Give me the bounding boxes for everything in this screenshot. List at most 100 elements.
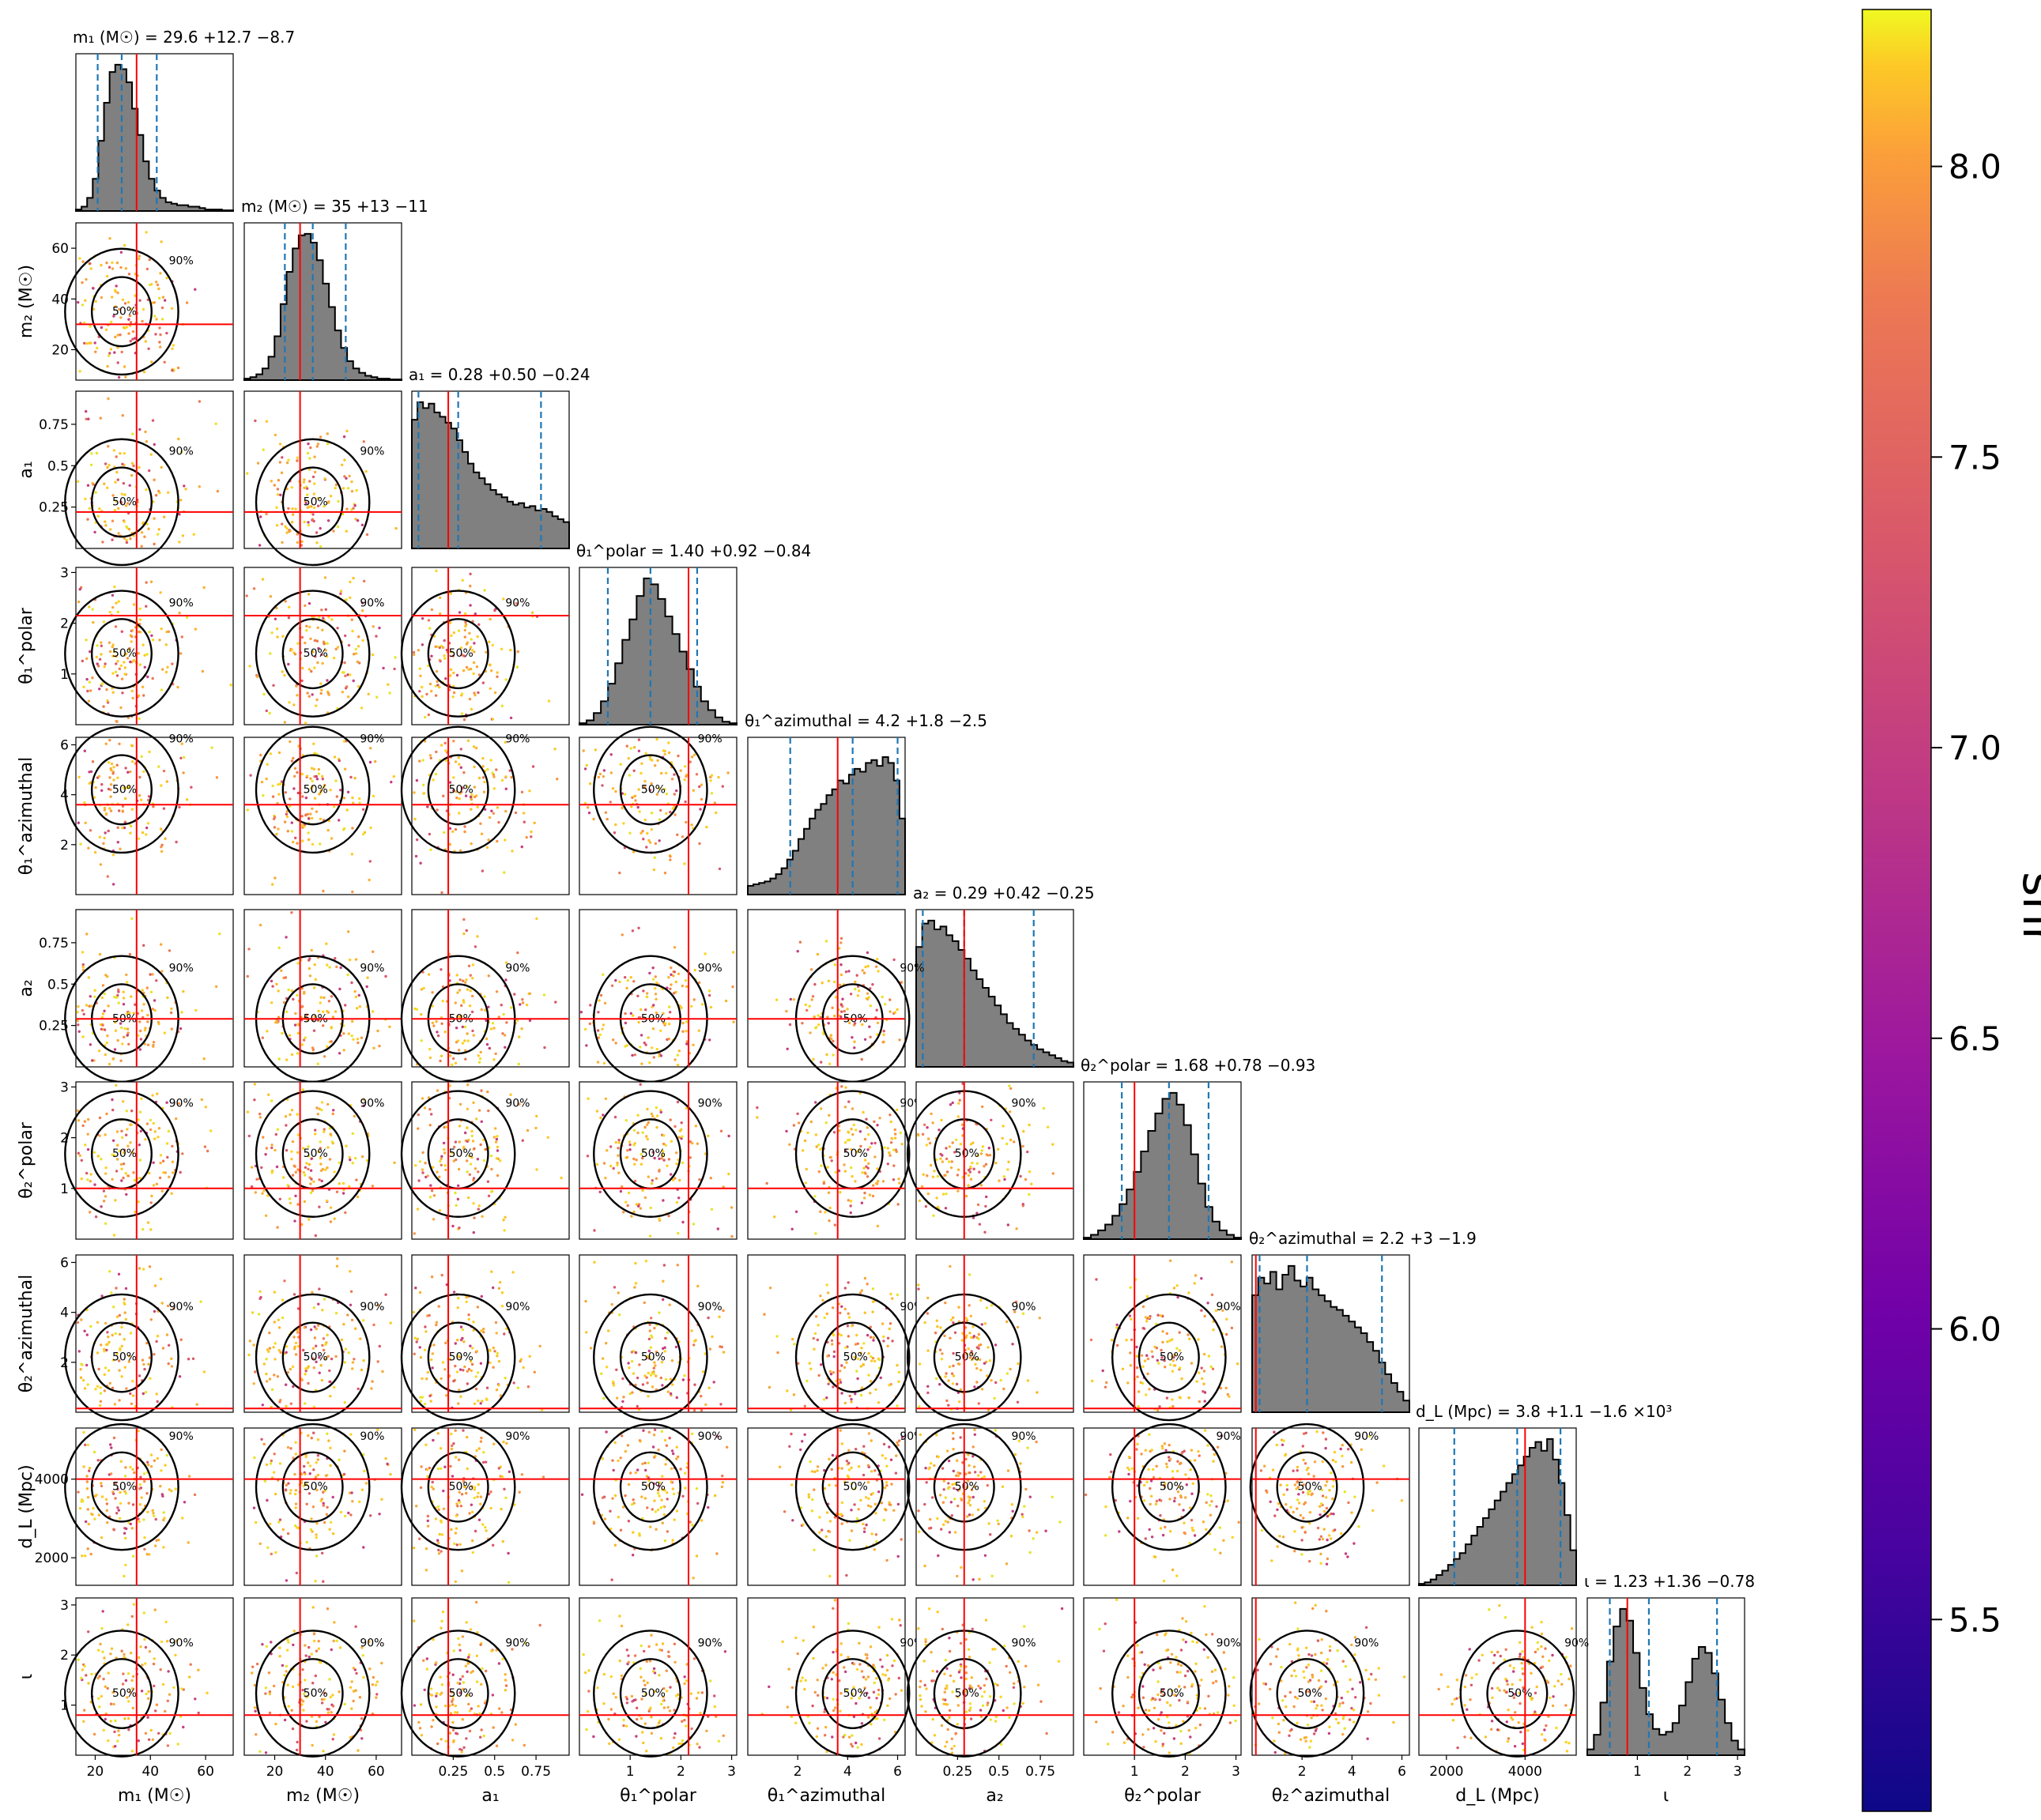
sample-point (278, 443, 282, 446)
sample-point (491, 771, 494, 774)
sample-point (604, 1176, 607, 1180)
sample-point (464, 981, 467, 984)
sample-point (833, 963, 836, 967)
sample-point (420, 988, 424, 991)
sample-point (457, 1297, 460, 1300)
sample-point (87, 699, 91, 703)
sample-point (612, 1380, 615, 1384)
sample-point (290, 989, 294, 993)
sample-point (134, 1003, 137, 1006)
sample-point (85, 1487, 89, 1490)
scatter-frame (75, 390, 234, 549)
sample-point (160, 318, 164, 321)
sample-point (430, 654, 433, 658)
sample-point (311, 693, 314, 696)
sample-point (860, 1057, 863, 1061)
sample-point (86, 1132, 89, 1136)
sample-point (183, 484, 186, 488)
sample-point (113, 1403, 117, 1406)
sample-point (107, 829, 110, 833)
sample-point (300, 815, 304, 818)
sample-point (414, 1164, 417, 1167)
sample-point (348, 1185, 351, 1189)
sample-point (673, 1177, 677, 1180)
sample-point (100, 653, 103, 656)
sample-point (698, 842, 701, 846)
sample-point (330, 1140, 334, 1144)
sample-point (319, 1156, 323, 1159)
sample-point (627, 1191, 631, 1195)
sample-point (315, 1536, 318, 1539)
sample-point (495, 1332, 498, 1335)
sample-point (468, 1004, 472, 1008)
sample-point (538, 1344, 541, 1348)
sample-point (502, 1219, 505, 1222)
scatter-panel-a2-t2a: 90%50% (906, 1254, 1074, 1422)
sample-point (505, 1021, 508, 1024)
sample-point (296, 993, 299, 997)
sample-point (109, 528, 112, 531)
sample-point (586, 1155, 590, 1158)
sample-point (316, 661, 319, 665)
sample-point (326, 1102, 330, 1106)
sample-point (114, 1497, 117, 1500)
contour-label-50: 50% (641, 1351, 666, 1364)
sample-point (126, 981, 129, 984)
sample-point (415, 838, 419, 842)
sample-point (417, 649, 421, 652)
sample-point (167, 630, 170, 633)
sample-point (459, 646, 463, 650)
sample-point (103, 808, 107, 812)
sample-point (285, 1404, 288, 1408)
sample-point (262, 793, 265, 797)
sample-point (632, 1498, 635, 1502)
sample-point (988, 1359, 992, 1362)
sample-point (115, 996, 119, 999)
sample-point (614, 1140, 617, 1144)
sample-point (1159, 1314, 1163, 1317)
sample-point (274, 1358, 277, 1361)
sample-point (1022, 1129, 1025, 1133)
sample-point (641, 1462, 644, 1466)
sample-point (88, 605, 91, 609)
sample-point (412, 650, 416, 654)
sample-point (352, 507, 355, 510)
sample-point (583, 801, 587, 805)
sample-point (147, 347, 150, 350)
sample-point (100, 1016, 104, 1019)
sample-point (100, 1484, 104, 1488)
sample-point (83, 1120, 87, 1123)
sample-point (270, 1459, 273, 1463)
sample-point (451, 1475, 455, 1478)
scatter-panel-t1a-t2p: 90%50% (747, 1081, 924, 1240)
sample-point (485, 1460, 488, 1464)
sample-point (307, 523, 311, 527)
sample-point (311, 785, 314, 788)
contour-90 (593, 1090, 708, 1218)
sample-point (1145, 1294, 1149, 1298)
sample-point (171, 1160, 175, 1163)
sample-point (179, 1338, 183, 1341)
sample-point (112, 1436, 116, 1440)
sample-point (453, 1145, 456, 1149)
sample-point (670, 1140, 673, 1143)
sample-point (642, 838, 645, 841)
sample-point (1089, 1338, 1093, 1342)
sample-point (858, 989, 861, 993)
sample-point (140, 1496, 143, 1499)
y-tick-label: 20 (51, 342, 69, 358)
sample-point (935, 1319, 939, 1322)
sample-point (504, 1377, 507, 1380)
sample-point (259, 515, 262, 518)
sample-point (346, 487, 350, 490)
scatter-panel-m2-t2p: 90%50% (243, 1081, 402, 1240)
sample-point (138, 1487, 141, 1490)
sample-point (104, 1195, 108, 1198)
sample-point (138, 254, 141, 258)
sample-point (117, 1509, 120, 1512)
sample-point (614, 978, 617, 982)
sample-point (631, 1053, 634, 1057)
sample-point (462, 1147, 466, 1150)
sample-point (115, 1512, 119, 1515)
